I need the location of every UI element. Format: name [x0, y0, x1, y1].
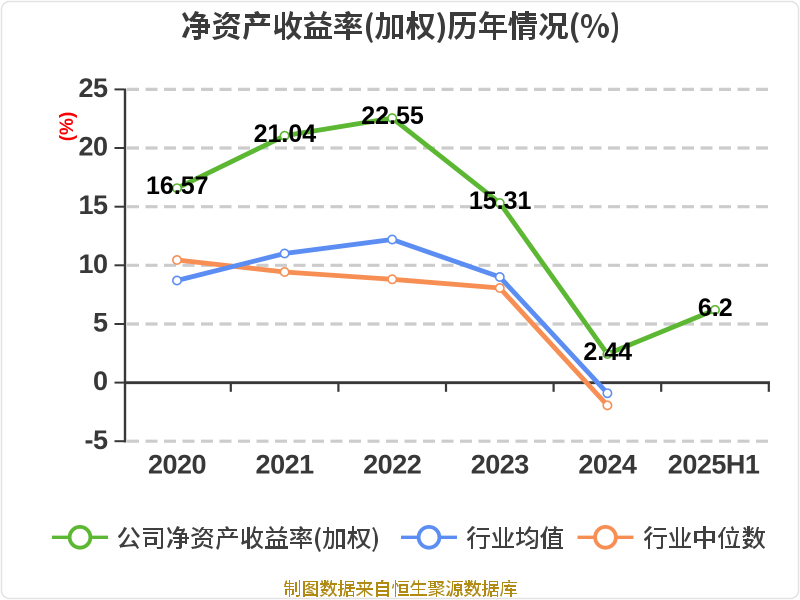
- svg-text:2023: 2023: [471, 450, 530, 480]
- svg-text:2025H1: 2025H1: [668, 450, 760, 480]
- svg-text:20: 20: [78, 132, 107, 162]
- svg-text:5: 5: [93, 308, 108, 338]
- svg-text:-5: -5: [84, 425, 107, 455]
- svg-text:15.31: 15.31: [469, 187, 532, 215]
- svg-text:6.2: 6.2: [698, 294, 733, 322]
- svg-text:16.57: 16.57: [146, 172, 209, 200]
- svg-text:0: 0: [93, 366, 108, 396]
- svg-text:21.04: 21.04: [254, 120, 317, 148]
- svg-text:2.44: 2.44: [583, 338, 632, 366]
- svg-text:2021: 2021: [256, 450, 315, 480]
- svg-text:10: 10: [78, 249, 107, 279]
- svg-text:2020: 2020: [148, 450, 206, 480]
- svg-text:22.55: 22.55: [361, 102, 424, 130]
- svg-text:15: 15: [78, 190, 108, 220]
- svg-text:2022: 2022: [363, 450, 421, 480]
- svg-text:2024: 2024: [578, 450, 637, 480]
- svg-text:(%): (%): [57, 112, 78, 142]
- svg-text:25: 25: [78, 73, 108, 103]
